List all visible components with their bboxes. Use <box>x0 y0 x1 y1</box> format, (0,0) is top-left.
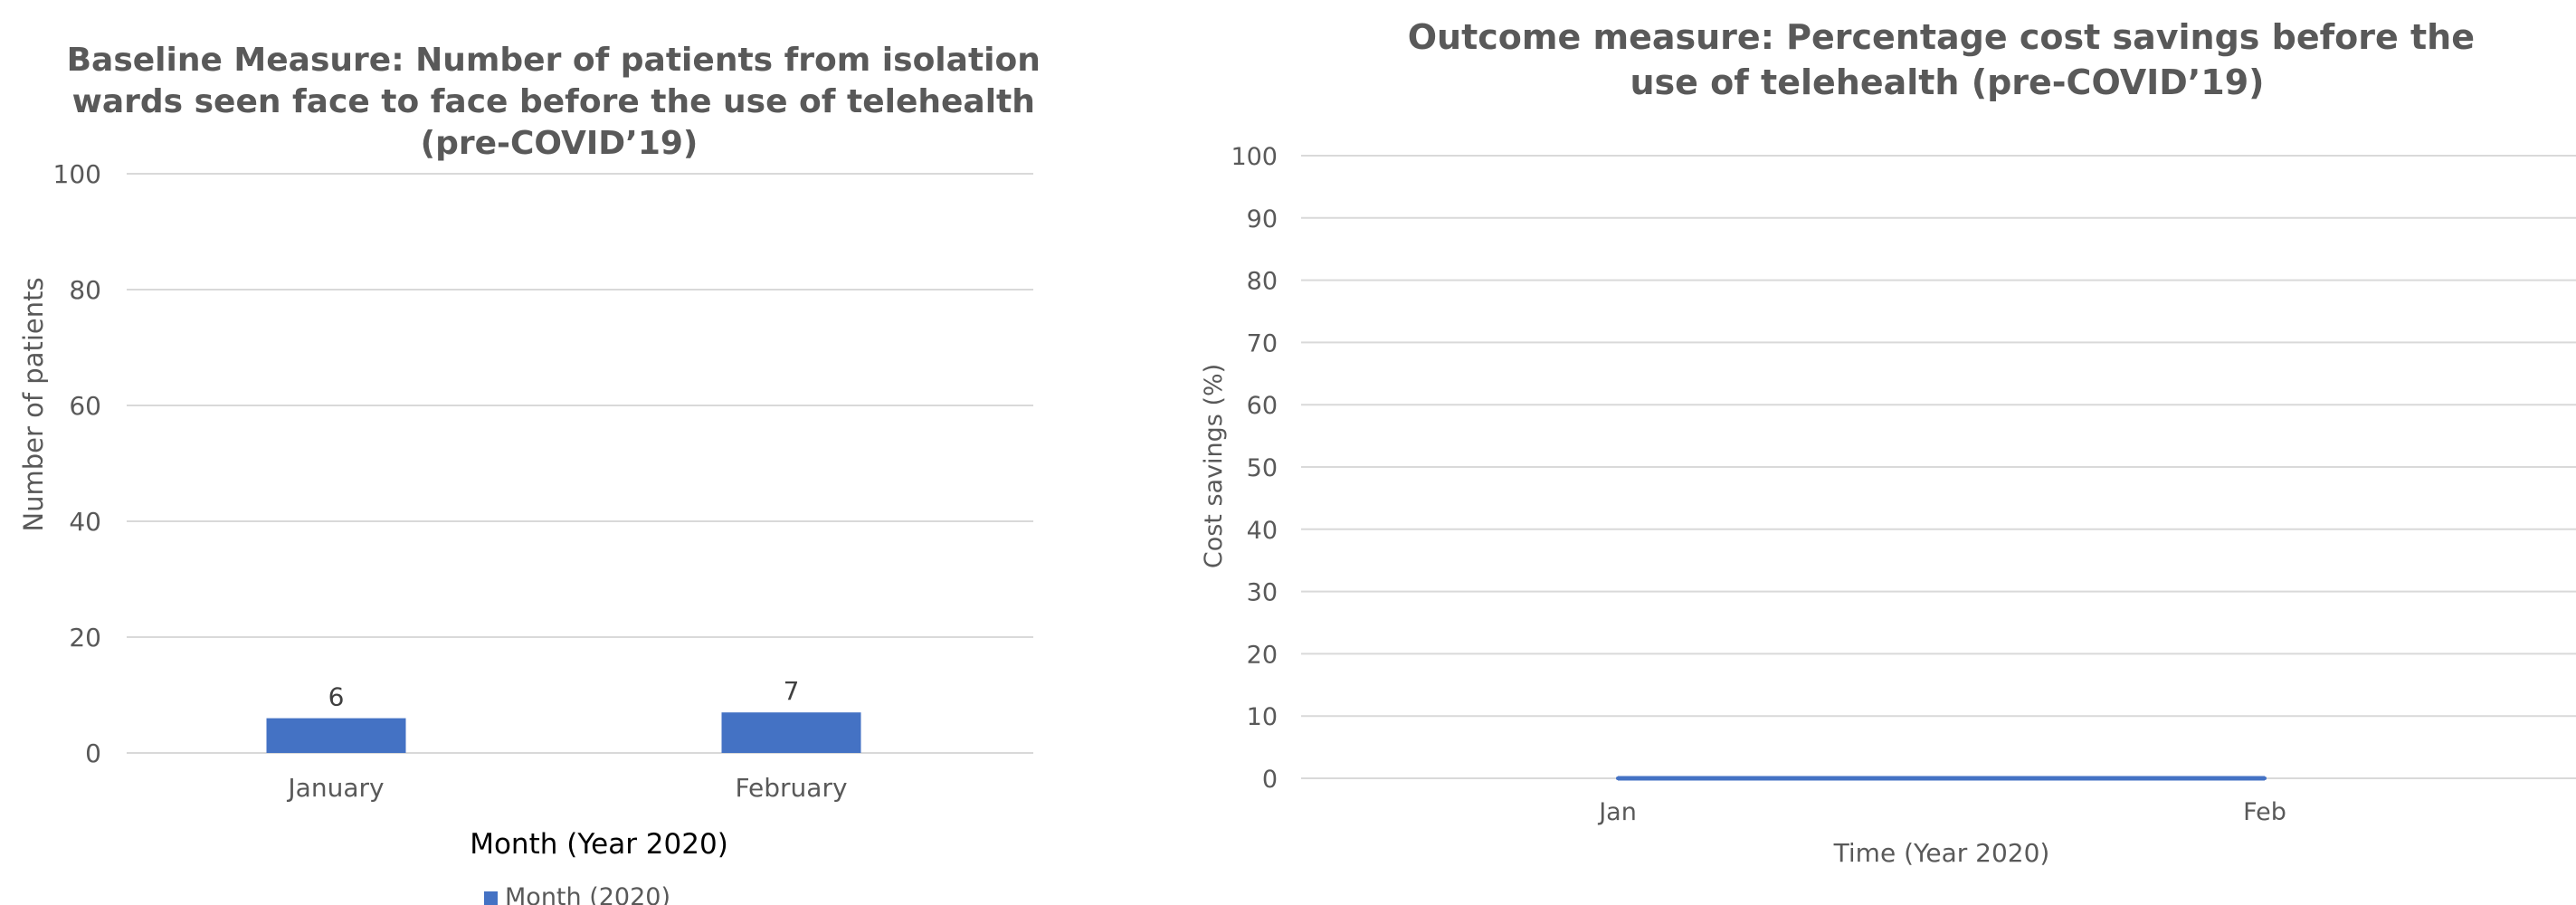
chart1-x-tick-label: February <box>735 773 847 803</box>
chart1-gridlines <box>127 173 1033 754</box>
chart2-y-tick-label: 90 <box>1247 205 1278 233</box>
chart1-x-axis-ticks: January February <box>286 773 847 803</box>
chart2-y-tick-label: 40 <box>1247 517 1278 545</box>
chart2-gridlines <box>1301 155 2576 779</box>
chart2-y-tick-label: 80 <box>1247 268 1278 296</box>
chart1-title-line-3: (pre-COVID’19) <box>421 125 699 162</box>
chart2-x-tick-label: Feb <box>2243 798 2286 826</box>
chart1-x-tick-label: January <box>286 773 384 803</box>
chart2-y-tick-label: 10 <box>1247 703 1278 731</box>
chart2-title-line-2: use of telehealth (pre-COVID’19) <box>1630 62 2264 102</box>
chart2-y-tick-label: 50 <box>1247 454 1278 482</box>
chart1-y-tick-label: 60 <box>69 391 101 421</box>
chart1-x-axis-title: Month (Year 2020) <box>470 828 728 861</box>
chart2-data-point <box>2263 776 2267 780</box>
chart2-x-axis-ticks: Jan Feb <box>1597 798 2286 826</box>
chart2-x-tick-label: Jan <box>1597 798 1637 826</box>
chart2-series-line <box>1616 776 2267 781</box>
chart1-data-label: 7 <box>784 676 800 706</box>
chart2-title-line-1: Outcome measure: Percentage cost savings… <box>1408 17 2475 57</box>
chart1-legend-swatch <box>484 891 498 905</box>
chart1-bar <box>266 718 406 753</box>
chart1-title-line-2: wards seen face to face before the use o… <box>72 83 1035 120</box>
chart2-y-tick-label: 70 <box>1247 329 1278 357</box>
chart2-x-axis-title: Time (Year 2020) <box>1833 838 2050 868</box>
chart1-y-tick-label: 100 <box>53 159 101 189</box>
chart2-data-point <box>1616 776 1620 780</box>
chart1-title-line-1: Baseline Measure: Number of patients fro… <box>67 42 1041 79</box>
chart1-y-axis-title: Number of patients <box>18 277 49 531</box>
chart2-y-tick-label: 60 <box>1247 392 1278 420</box>
chart1-y-tick-label: 40 <box>69 507 101 537</box>
chart2-y-axis-title: Cost savings (%) <box>1200 364 1228 568</box>
chart2-y-tick-label: 0 <box>1262 766 1278 794</box>
chart1-bar <box>721 712 861 753</box>
outcome-line-chart: Outcome measure: Percentage cost savings… <box>1200 17 2576 868</box>
chart2-title: Outcome measure: Percentage cost savings… <box>1408 17 2486 102</box>
chart1-bars <box>266 712 861 753</box>
chart1-legend: Month (2020) <box>484 883 670 905</box>
chart1-y-tick-label: 80 <box>69 275 101 305</box>
baseline-bar-chart: Baseline Measure: Number of patients fro… <box>18 42 1052 905</box>
chart2-y-axis-ticks: 0 10 20 30 40 50 60 70 80 90 100 <box>1231 143 1278 794</box>
chart2-y-tick-label: 30 <box>1247 579 1278 607</box>
chart1-y-tick-label: 20 <box>69 623 101 653</box>
chart1-y-axis-ticks: 0 20 40 60 80 100 <box>53 159 101 768</box>
chart2-y-tick-label: 100 <box>1231 143 1278 171</box>
chart1-legend-label: Month (2020) <box>505 883 670 905</box>
chart1-title: Baseline Measure: Number of patients fro… <box>67 42 1052 162</box>
chart1-y-tick-label: 0 <box>85 738 101 768</box>
chart1-data-label: 6 <box>328 682 345 712</box>
chart2-y-tick-label: 20 <box>1247 641 1278 669</box>
